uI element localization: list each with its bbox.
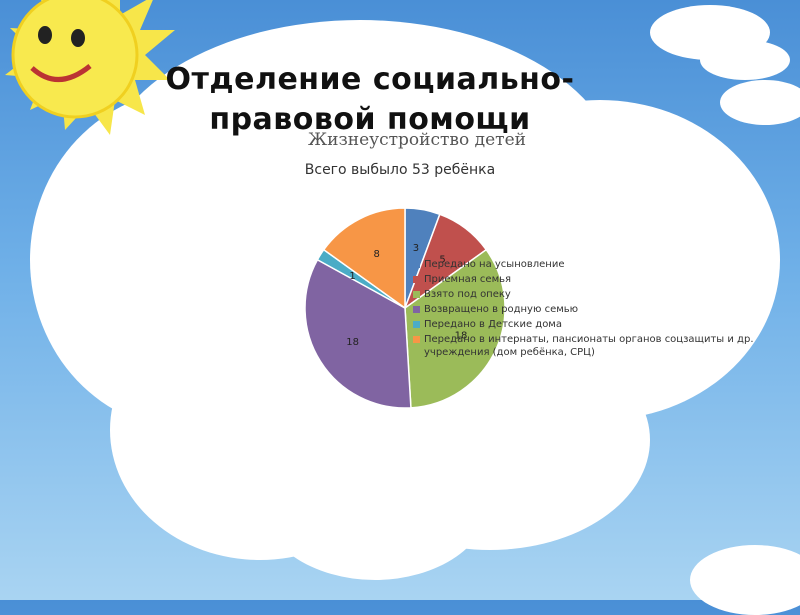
cloud-shape — [700, 40, 790, 80]
sun-illustration — [5, 0, 175, 135]
legend-item: Передано на усыновление — [413, 258, 763, 271]
cloud-shape — [720, 80, 800, 125]
legend-swatch — [413, 306, 420, 313]
pie-data-label: 18 — [455, 331, 468, 342]
page-title: Отделение социально-правовой помощи — [165, 62, 575, 137]
legend-label: Приемная семья — [424, 274, 512, 285]
legend-item: Взято под опеку — [413, 288, 763, 301]
pie-data-label: 8 — [374, 249, 380, 260]
legend-item: Передано в Детские дома — [413, 318, 763, 331]
legend-label: Передано на усыновление — [424, 259, 565, 270]
cloud-shape — [690, 545, 800, 615]
legend-swatch — [413, 336, 420, 343]
legend-swatch — [413, 261, 420, 268]
legend-item: Передано в интернаты, пансионаты органов… — [413, 333, 763, 359]
pie-data-label: 5 — [439, 255, 445, 266]
pie-data-label: 18 — [346, 337, 359, 348]
legend-item: Возвращено в родную семью — [413, 303, 763, 316]
legend-swatch — [413, 321, 420, 328]
chart-legend: Передано на усыновление Приемная семья Взя… — [413, 258, 763, 361]
legend-swatch — [413, 276, 420, 283]
pie-data-label: 3 — [413, 243, 419, 254]
cloud-shape — [260, 420, 490, 580]
slide-background: Отделение социально-правовой помощи Жизн… — [5, 0, 800, 580]
pie-data-label: 1 — [349, 271, 355, 282]
pie-slice — [404, 248, 506, 409]
chart-subtitle: Всего выбыло 53 ребёнка — [304, 162, 496, 178]
chart-title: Жизнеустройство детей — [308, 130, 526, 150]
legend-label: Передано в интернаты, пансионаты органов… — [424, 334, 754, 358]
legend-swatch — [413, 291, 420, 298]
legend-label: Передано в Детские дома — [424, 319, 562, 330]
legend-item: Приемная семья — [413, 273, 763, 286]
pie-slice — [322, 207, 406, 310]
legend-label: Взято под опеку — [424, 289, 511, 300]
legend-label: Возвращено в родную семью — [424, 304, 579, 315]
